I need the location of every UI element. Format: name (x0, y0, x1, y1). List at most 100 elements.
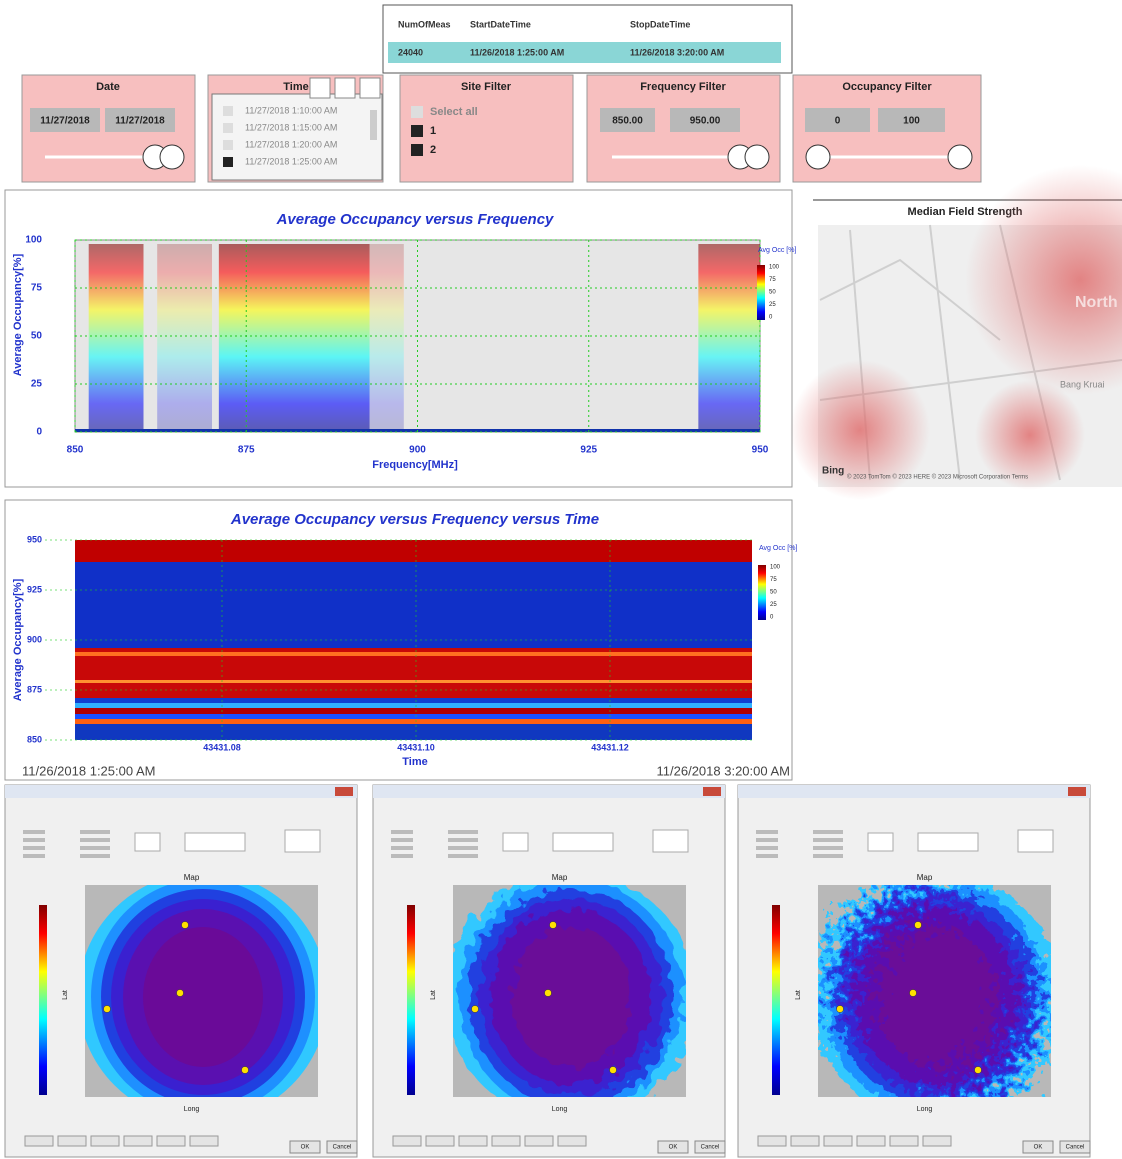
tool-button[interactable] (91, 1136, 119, 1146)
option-row (80, 846, 110, 850)
option-row (448, 838, 478, 842)
checkbox[interactable] (223, 157, 233, 167)
tool-button[interactable] (124, 1136, 152, 1146)
filter-title: Frequency Filter (640, 81, 726, 93)
tool-button[interactable] (791, 1136, 819, 1146)
window-close[interactable] (1068, 787, 1086, 796)
option-row (813, 854, 843, 858)
tool-button[interactable] (824, 1136, 852, 1146)
checkbox[interactable] (411, 125, 423, 137)
filter-input-value: 100 (903, 116, 920, 127)
field-strength-blob (975, 380, 1085, 490)
x-tick-label: 43431.08 (203, 742, 241, 752)
tool-button[interactable] (459, 1136, 487, 1146)
heatmap-band (75, 724, 752, 740)
x-axis-label: Long (552, 1106, 568, 1113)
plot-title: Map (184, 873, 200, 882)
map-attribution: © 2023 TomTom © 2023 HERE © 2023 Microso… (847, 474, 1028, 481)
site-marker (104, 1006, 111, 1013)
slider-handle[interactable] (806, 145, 830, 169)
filter-input-value: 11/27/2018 (40, 116, 90, 127)
map-place: Bang Kruai (1060, 379, 1105, 389)
colorbar-tick: 25 (770, 602, 777, 608)
option-row (448, 854, 478, 858)
dropdown-scrollbar (370, 110, 377, 140)
more-icon[interactable] (360, 78, 380, 98)
table-cell: 11/26/2018 1:25:00 AM (470, 47, 564, 57)
slider-handle[interactable] (160, 145, 184, 169)
filter-title: Site Filter (461, 81, 512, 93)
heatmap-band (75, 714, 752, 719)
checkbox[interactable] (223, 140, 233, 150)
y-tick-label: 75 (31, 283, 43, 294)
field-input (135, 833, 160, 851)
chart-title: Average Occupancy versus Frequency versu… (230, 511, 599, 528)
option-row (756, 854, 778, 858)
map-place: North (1075, 294, 1118, 311)
x-axis-label: Long (917, 1106, 933, 1113)
tool-button[interactable] (857, 1136, 885, 1146)
window-close[interactable] (335, 787, 353, 796)
tool-button[interactable] (393, 1136, 421, 1146)
dialog-button-label: Cancel (333, 1145, 352, 1151)
checkbox[interactable] (411, 106, 423, 118)
table-header: StartDateTime (470, 19, 531, 29)
tool-button[interactable] (923, 1136, 951, 1146)
x-axis-label: Time (402, 756, 427, 768)
field-input (285, 830, 320, 852)
heatmap-band (75, 562, 752, 648)
x-tick-label: 925 (580, 445, 597, 456)
tool-button[interactable] (157, 1136, 185, 1146)
tool-button[interactable] (525, 1136, 553, 1146)
colorbar-tick: 50 (770, 590, 777, 596)
colorbar-tick: 50 (769, 290, 776, 296)
x-tick-label: 950 (752, 445, 769, 456)
site-option: Select all (430, 106, 478, 118)
y-axis-label: Lat (795, 990, 802, 1000)
map-logo: Bing (822, 466, 844, 477)
option-row (23, 854, 45, 858)
contour-level (511, 927, 631, 1067)
filter-input-value: 850.00 (612, 116, 643, 127)
y-tick-label: 950 (27, 534, 42, 544)
tool-button[interactable] (426, 1136, 454, 1146)
y-tick-label: 900 (27, 634, 42, 644)
tool-button[interactable] (25, 1136, 53, 1146)
checkbox[interactable] (411, 144, 423, 156)
filter-title: Date (96, 81, 120, 93)
option-row (80, 854, 110, 858)
checkbox[interactable] (223, 106, 233, 116)
colorbar-tick: 25 (769, 302, 776, 308)
time-option: 11/27/2018 1:10:00 AM (245, 105, 337, 115)
dashboard: NumOfMeasStartDateTimeStopDateTime240401… (0, 0, 1122, 1159)
heatmap-band (75, 708, 752, 714)
option-row (391, 830, 413, 834)
window-close[interactable] (703, 787, 721, 796)
plot-title: Map (552, 873, 568, 882)
colorbar (757, 265, 765, 320)
contour-map (78, 872, 328, 1122)
heatmap-band (75, 540, 752, 562)
tool-button[interactable] (890, 1136, 918, 1146)
option-row (80, 838, 110, 842)
tool-button[interactable] (492, 1136, 520, 1146)
table-cell: 24040 (398, 47, 423, 57)
field-input (503, 833, 528, 851)
x-tick-label: 43431.12 (591, 742, 629, 752)
time-option: 11/27/2018 1:15:00 AM (245, 122, 337, 132)
tool-button[interactable] (190, 1136, 218, 1146)
option-row (391, 846, 413, 850)
option-row (813, 846, 843, 850)
tool-button[interactable] (558, 1136, 586, 1146)
chart-title: Average Occupancy versus Frequency (276, 211, 554, 228)
tool-button[interactable] (758, 1136, 786, 1146)
focus-icon[interactable] (335, 78, 355, 98)
x-axis-label: Long (184, 1106, 200, 1113)
occupancy-cloud (698, 244, 760, 432)
tool-button[interactable] (58, 1136, 86, 1146)
slider-handle[interactable] (745, 145, 769, 169)
filter-icon[interactable] (310, 78, 330, 98)
site-marker (975, 1067, 982, 1074)
slider-handle[interactable] (948, 145, 972, 169)
checkbox[interactable] (223, 123, 233, 133)
